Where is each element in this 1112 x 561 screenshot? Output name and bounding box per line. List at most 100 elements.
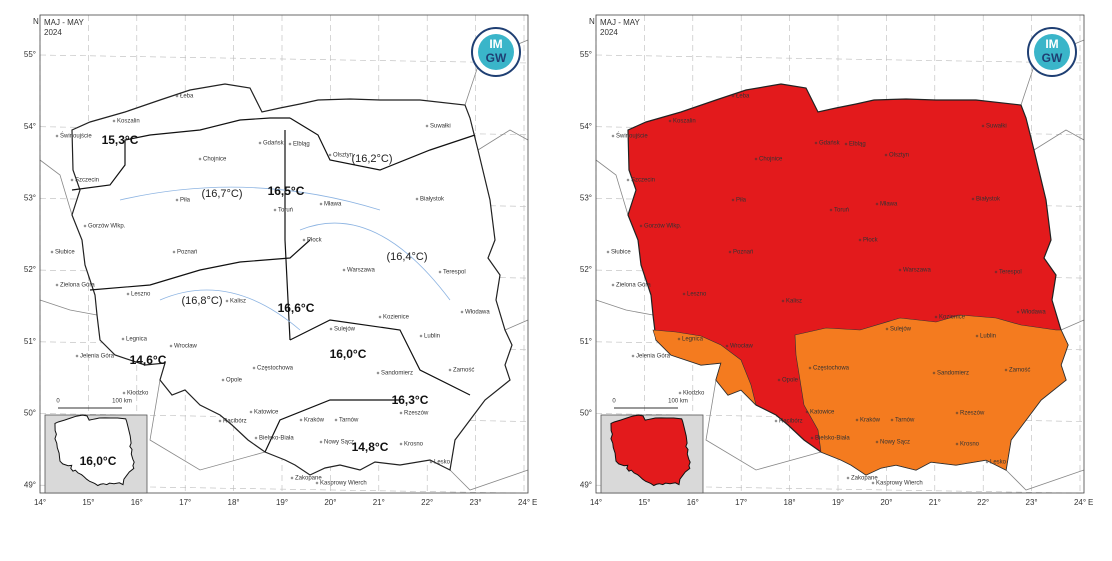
city-dot (855, 418, 859, 422)
city-dot (249, 410, 253, 414)
temperature-label: 16,0°C (330, 347, 367, 361)
logo-text: GW (486, 51, 507, 65)
city-dot (846, 476, 850, 480)
city-dot (415, 197, 419, 201)
city-label: Opole (782, 378, 799, 384)
city-dot (934, 315, 938, 319)
city-dot (169, 344, 173, 348)
city-label: Katowice (810, 410, 835, 416)
east-label: E (1088, 498, 1093, 507)
latitude-label: 54° (24, 122, 36, 131)
city-label: Szczecin (631, 178, 655, 184)
city-label: Płock (863, 238, 879, 244)
city-label: Kalisz (230, 299, 246, 305)
region-border (89, 239, 311, 291)
inset-temperature: 16,0°C (80, 454, 117, 468)
region-border (71, 117, 290, 191)
city-label: Gdańsk (819, 141, 841, 147)
country-border (595, 299, 654, 316)
city-label: Sulejów (890, 327, 912, 333)
city-dot (871, 481, 875, 485)
city-dot (884, 153, 888, 157)
longitude-label: 20° (324, 498, 336, 507)
logo-inner (478, 34, 514, 70)
city-label: Świnoujście (60, 132, 92, 140)
city-label: Elbląg (293, 142, 310, 148)
latitude-label: 54° (580, 122, 592, 131)
north-label: N (589, 17, 595, 26)
city-dot (1016, 310, 1020, 314)
map-panel: 14° 15° 16° 17° 18° 19° 20° 21° 22° 23° 24° 55° 54° 5… (580, 14, 1093, 507)
latitude-label: 49° (580, 480, 592, 489)
city-label: Olsztyn (889, 153, 909, 159)
city-label: Elbląg (849, 142, 866, 148)
city-dot (631, 354, 635, 358)
city-dot (75, 354, 79, 358)
country-border (1060, 319, 1085, 331)
city-label: Sandomierz (381, 371, 413, 377)
city-dot (273, 208, 277, 212)
city-label: Wrocław (174, 344, 198, 350)
city-label: Gorzów Wlkp. (644, 224, 682, 230)
city-dot (288, 142, 292, 146)
frame (39, 14, 529, 494)
longitude-label: 22° (977, 498, 989, 507)
north-label: N (33, 17, 39, 26)
city-label: Racibórz (223, 419, 247, 425)
country-border (477, 129, 529, 151)
city-label: Suwałki (986, 124, 1007, 130)
city-dot (731, 94, 735, 98)
city-dot (328, 153, 332, 157)
city-dot (955, 411, 959, 415)
city-label: Terespol (443, 270, 466, 276)
city-label: Wrocław (730, 344, 754, 350)
city-dot (425, 124, 429, 128)
inset-poland (610, 414, 691, 487)
city-label: Leszno (131, 292, 151, 298)
longitude-label: 17° (179, 498, 191, 507)
city-dot (70, 178, 74, 182)
region-border (289, 319, 471, 396)
city-label: Warszawa (903, 268, 931, 274)
scale-label: 100 km (112, 399, 132, 405)
city-dot (460, 310, 464, 314)
longitude-label: 21° (929, 498, 941, 507)
city-dot (378, 315, 382, 319)
anomaly-zone (794, 314, 1069, 476)
city-label: Nowy Sącz (324, 440, 354, 446)
city-label: Opole (226, 378, 243, 384)
longitude-label: 19° (276, 498, 288, 507)
latitude-label: 52° (580, 265, 592, 274)
city-label: Białystok (420, 197, 445, 203)
country-border (1005, 469, 1085, 491)
city-dot (399, 442, 403, 446)
period-label: MAJ - MAY (600, 18, 641, 27)
country-border (449, 469, 529, 491)
latitude-label: 55° (24, 50, 36, 59)
city-label: Białystok (976, 197, 1001, 203)
city-label: Zamość (453, 368, 474, 374)
city-label: Koszalin (117, 119, 140, 125)
longitude-label: 24° (518, 498, 530, 507)
city-dot (55, 283, 59, 287)
city-label: Mława (324, 202, 342, 208)
city-dot (875, 202, 879, 206)
city-dot (1004, 368, 1008, 372)
city-dot (112, 119, 116, 123)
city-label: Racibórz (779, 419, 803, 425)
city-label: Kozienice (939, 315, 966, 321)
latitude-label: 49° (24, 480, 36, 489)
region-border (264, 399, 400, 453)
latitude-label: 53° (24, 194, 36, 203)
city-label: Tarnów (339, 418, 359, 424)
city-dot (218, 419, 222, 423)
city-dot (254, 436, 258, 440)
temperature-label: 16,5°C (268, 184, 305, 198)
city-dot (302, 238, 306, 242)
city-dot (844, 142, 848, 146)
city-dot (814, 141, 818, 145)
region-border (289, 117, 476, 171)
latitude-label: 51° (580, 337, 592, 346)
longitude-label: 18° (784, 498, 796, 507)
logo-text: GW (1042, 51, 1063, 65)
